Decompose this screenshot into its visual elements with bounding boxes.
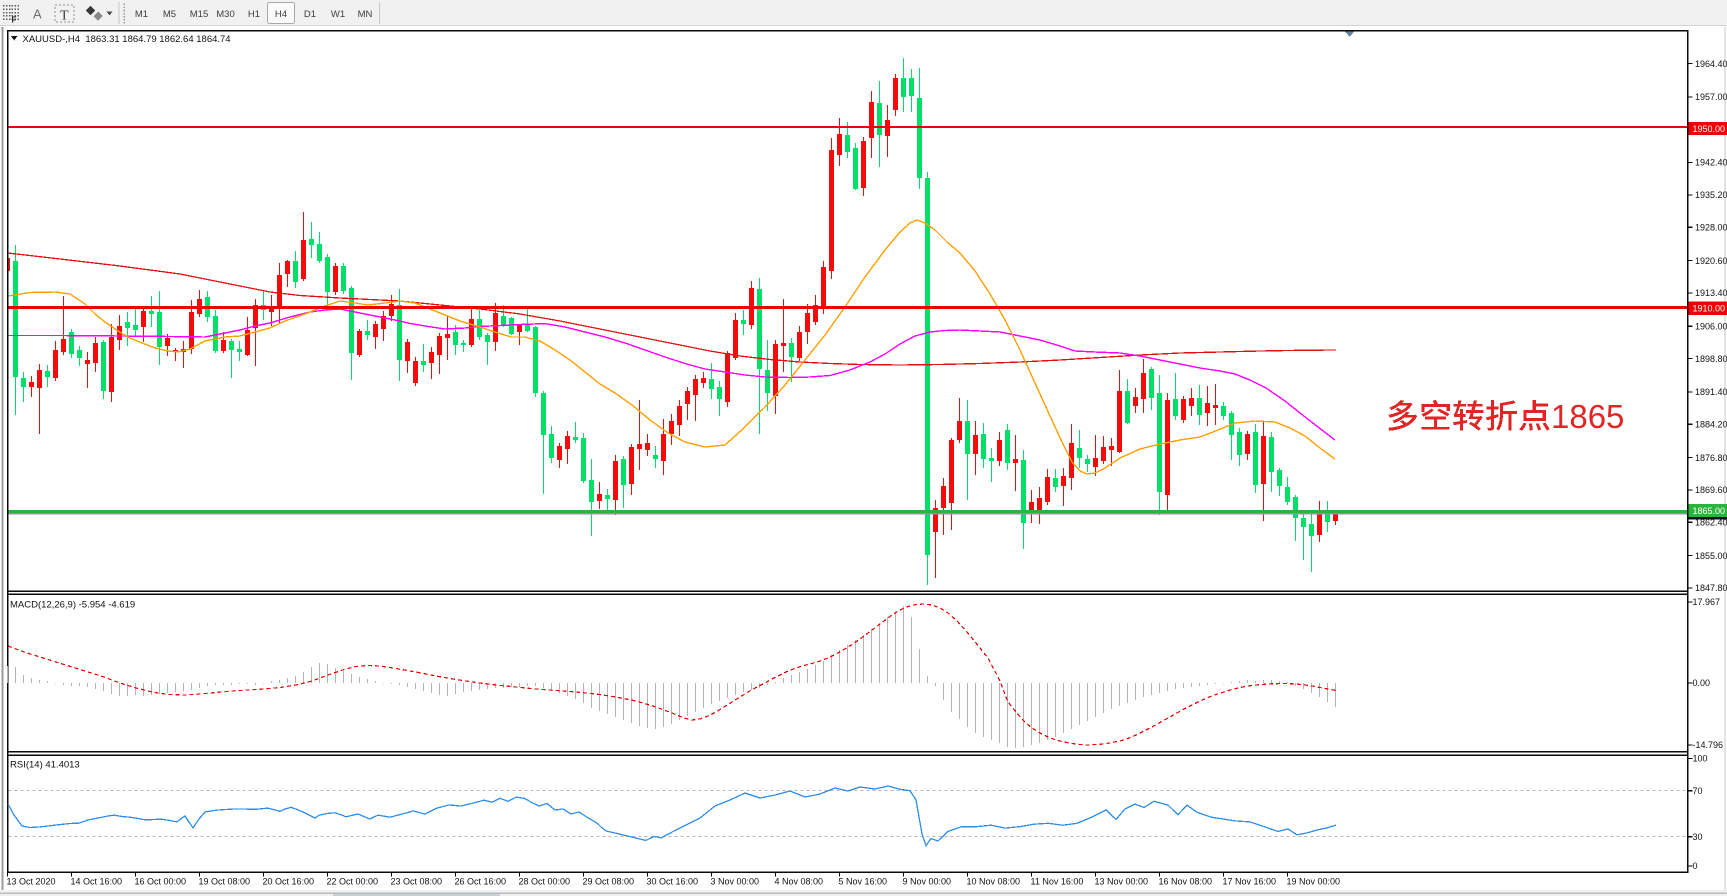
svg-text:4 Nov 08:00: 4 Nov 08:00	[775, 877, 824, 887]
svg-text:MACD(12,26,9) -5.954 -4.619: MACD(12,26,9) -5.954 -4.619	[10, 600, 135, 611]
svg-text:XAUUSD-,H4 1863.31 1864.79 18: XAUUSD-,H4 1863.31 1864.79 1862.64 1864.…	[23, 34, 231, 45]
svg-text:14 Oct 16:00: 14 Oct 16:00	[71, 877, 123, 887]
svg-text:19 Nov 00:00: 19 Nov 00:00	[1287, 877, 1341, 887]
svg-text:22 Oct 00:00: 22 Oct 00:00	[327, 877, 379, 887]
svg-text:1862.40: 1862.40	[1695, 518, 1727, 528]
svg-text:30 Oct 16:00: 30 Oct 16:00	[647, 877, 699, 887]
svg-text:-14.796: -14.796	[1693, 740, 1724, 750]
svg-text:16 Oct 00:00: 16 Oct 00:00	[135, 877, 187, 887]
svg-text:16 Nov 08:00: 16 Nov 08:00	[1159, 877, 1213, 887]
svg-text:23 Oct 08:00: 23 Oct 08:00	[391, 877, 443, 887]
svg-text:1935.20: 1935.20	[1695, 190, 1727, 200]
svg-text:H1: H1	[248, 9, 260, 20]
svg-text:A: A	[33, 7, 42, 22]
svg-text:W1: W1	[331, 9, 345, 20]
svg-text:M30: M30	[216, 9, 234, 20]
svg-text:20 Oct 16:00: 20 Oct 16:00	[263, 877, 315, 887]
svg-text:19 Oct 08:00: 19 Oct 08:00	[199, 877, 251, 887]
svg-text:0: 0	[1693, 861, 1698, 871]
svg-text:1928.00: 1928.00	[1695, 223, 1727, 233]
svg-text:MN: MN	[358, 9, 373, 20]
svg-text:5 Nov 16:00: 5 Nov 16:00	[839, 877, 888, 887]
svg-text:30: 30	[1693, 832, 1703, 842]
svg-text:D1: D1	[304, 9, 316, 20]
svg-text:11 Nov 16:00: 11 Nov 16:00	[1031, 877, 1084, 887]
svg-text:1906.00: 1906.00	[1695, 321, 1727, 331]
svg-text:M15: M15	[190, 9, 208, 20]
svg-text:13 Nov 00:00: 13 Nov 00:00	[1095, 877, 1149, 887]
svg-text:M1: M1	[135, 9, 148, 20]
svg-text:T: T	[60, 9, 69, 24]
svg-text:1865.00: 1865.00	[1693, 506, 1726, 516]
svg-text:1957.00: 1957.00	[1695, 92, 1727, 102]
svg-text:1942.40: 1942.40	[1695, 158, 1727, 168]
svg-text:10 Nov 08:00: 10 Nov 08:00	[967, 877, 1021, 887]
svg-text:1855.00: 1855.00	[1695, 551, 1727, 561]
svg-text:17.967: 17.967	[1693, 597, 1721, 607]
svg-text:100: 100	[1693, 754, 1708, 764]
svg-text:1891.40: 1891.40	[1695, 387, 1727, 397]
svg-text:9 Nov 00:00: 9 Nov 00:00	[903, 877, 952, 887]
svg-text:1964.40: 1964.40	[1695, 59, 1727, 69]
svg-text:1950.00: 1950.00	[1693, 124, 1726, 134]
svg-text:28 Oct 00:00: 28 Oct 00:00	[519, 877, 571, 887]
svg-text:70: 70	[1693, 786, 1703, 796]
svg-text:1869.60: 1869.60	[1695, 485, 1727, 495]
svg-text:1910.00: 1910.00	[1693, 304, 1726, 314]
svg-text:17 Nov 16:00: 17 Nov 16:00	[1223, 877, 1277, 887]
svg-text:H4: H4	[275, 9, 287, 20]
svg-text:1913.40: 1913.40	[1695, 288, 1727, 298]
svg-text:1865: 1865	[1551, 398, 1624, 435]
svg-text:1876.80: 1876.80	[1695, 453, 1727, 463]
svg-text:1847.80: 1847.80	[1695, 583, 1727, 593]
svg-text:1898.80: 1898.80	[1695, 354, 1727, 364]
svg-text:26 Oct 16:00: 26 Oct 16:00	[455, 877, 507, 887]
svg-text:29 Oct 08:00: 29 Oct 08:00	[583, 877, 635, 887]
svg-text:1920.60: 1920.60	[1695, 256, 1727, 266]
svg-text:0.00: 0.00	[1693, 678, 1711, 688]
svg-text:RSI(14) 41.4013: RSI(14) 41.4013	[10, 760, 80, 771]
svg-text:13 Oct 2020: 13 Oct 2020	[7, 877, 56, 887]
svg-text:3 Nov 00:00: 3 Nov 00:00	[711, 877, 760, 887]
svg-text:F: F	[12, 16, 17, 25]
svg-text:M5: M5	[163, 9, 176, 20]
svg-text:1884.20: 1884.20	[1695, 420, 1727, 430]
